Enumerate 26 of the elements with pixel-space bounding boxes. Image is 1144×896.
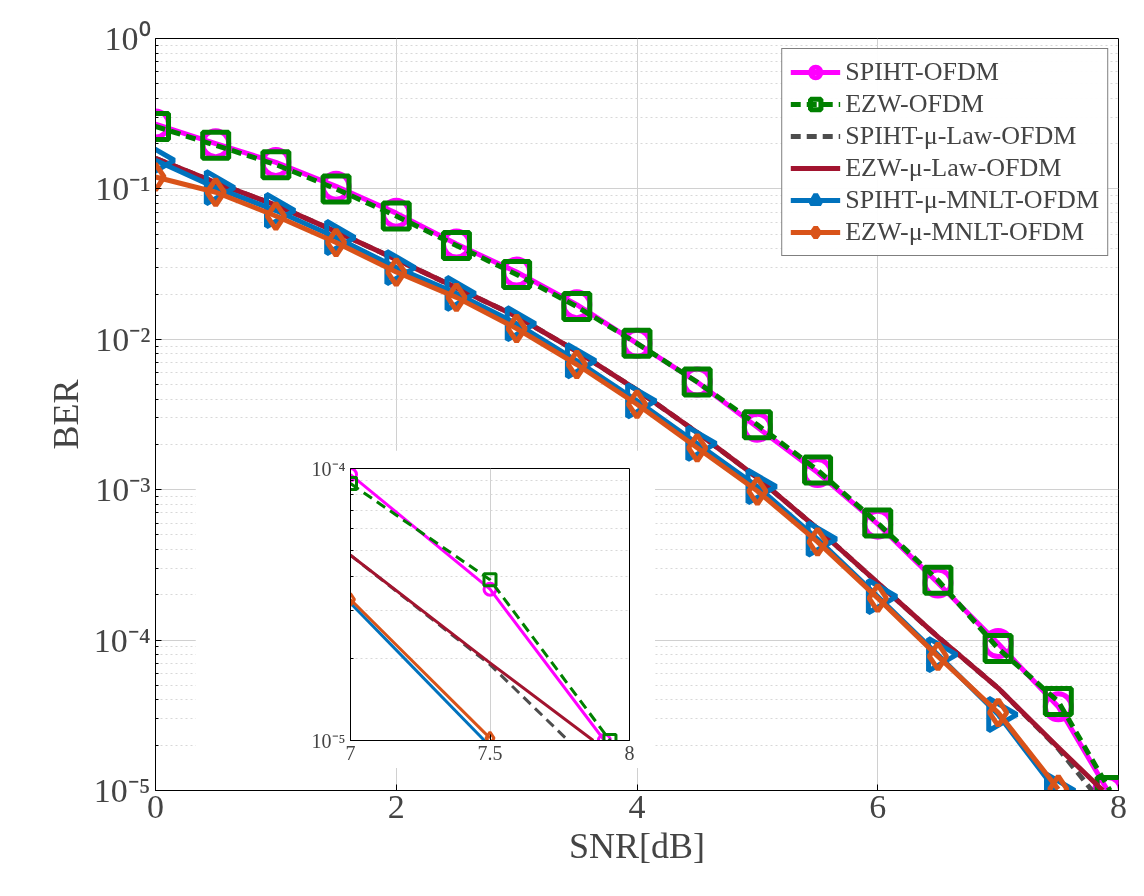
x-tick-label: 4	[628, 787, 646, 825]
x-axis-title: SNR[dB]	[568, 825, 706, 866]
y-tick-label: 10⁻³	[95, 471, 151, 509]
legend-label: SPIHT-OFDM	[845, 57, 999, 87]
y-tick-label: 10⁻⁴	[311, 457, 346, 480]
legend-label: EZW-μ-MNLT-OFDM	[845, 217, 1085, 247]
y-tick-label: 10⁻⁵	[311, 729, 346, 752]
x-tick-label: 8	[624, 741, 635, 764]
legend-label: EZW-OFDM	[845, 89, 984, 119]
y-tick-label: 10⁻²	[95, 320, 151, 358]
legend-label: SPIHT-μ-Law-OFDM	[845, 121, 1077, 151]
y-tick-label: 10⁻¹	[95, 170, 151, 208]
y-tick-label: 10⁻⁴	[93, 621, 151, 659]
x-tick-label: 2	[387, 787, 405, 825]
point	[264, 200, 288, 232]
x-tick-label: 8	[1110, 787, 1127, 825]
y-axis-title: BER	[45, 379, 86, 450]
x-tick-label: 7	[345, 741, 356, 764]
legend-label: EZW-μ-Law-OFDM	[845, 153, 1062, 183]
point	[482, 572, 498, 588]
x-tick-label: 7.5	[477, 741, 503, 764]
y-tick-label: 10⁰	[104, 20, 151, 57]
point	[926, 640, 950, 672]
legend-label: SPIHT-μ-MNLT-OFDM	[845, 185, 1099, 215]
point	[625, 388, 649, 420]
x-tick-label: 6	[869, 787, 887, 825]
